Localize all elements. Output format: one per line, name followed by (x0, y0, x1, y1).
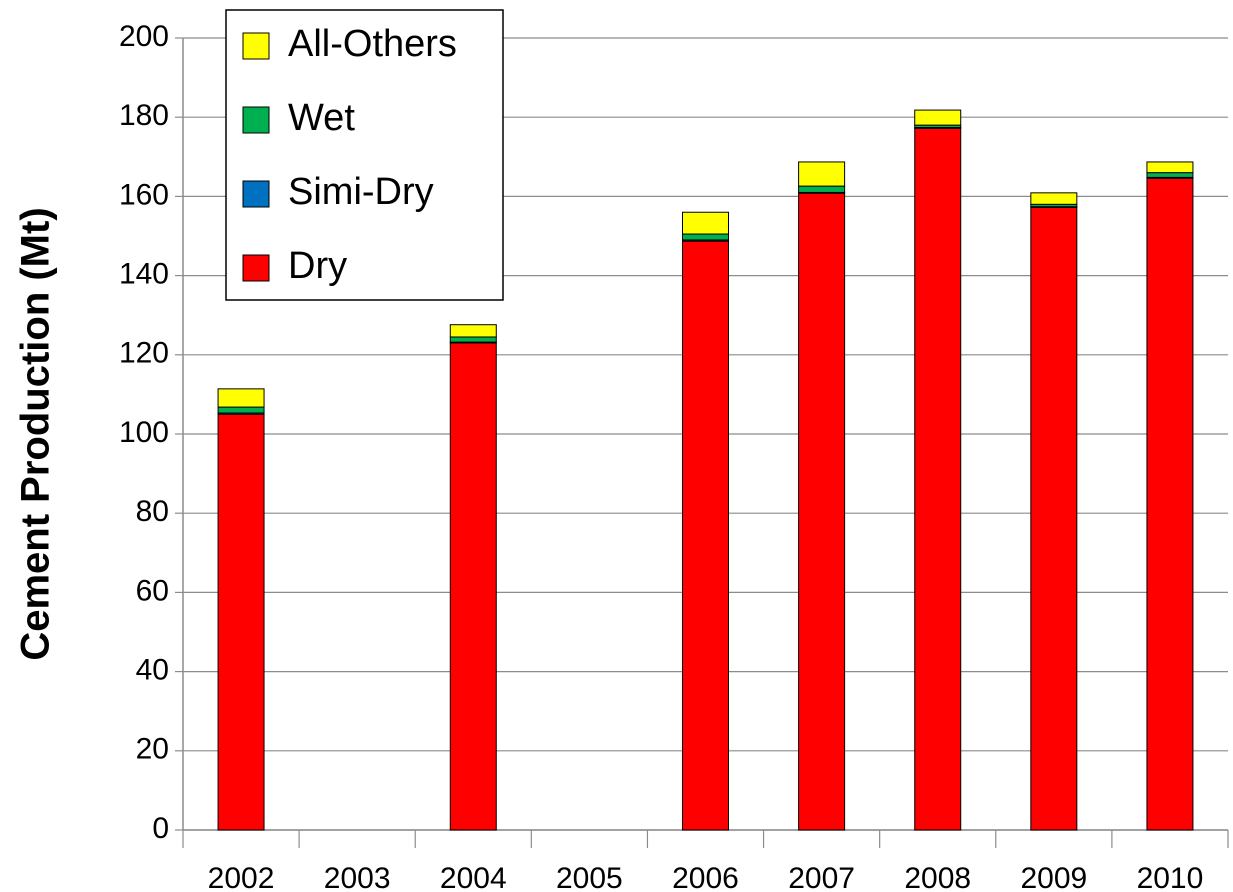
legend-swatch (242, 180, 270, 208)
bar-segment (449, 336, 497, 343)
legend-label: Wet (288, 97, 355, 139)
bar-segment (798, 192, 846, 831)
legend-label: All-Others (288, 23, 457, 65)
y-tick-label: 40 (136, 654, 169, 687)
legend-box (225, 9, 504, 301)
bar-segment (1146, 161, 1194, 174)
legend-label: Dry (288, 245, 347, 287)
x-tick-label: 2006 (672, 862, 739, 892)
legend-swatch (242, 254, 270, 282)
x-tick-label: 2005 (556, 862, 623, 892)
y-tick-label: 60 (136, 574, 169, 607)
x-tick-label: 2002 (208, 862, 275, 892)
bar-segment (682, 233, 729, 241)
legend-label: Simi-Dry (288, 171, 434, 213)
y-tick-label: 200 (119, 20, 169, 53)
y-tick-label: 180 (119, 99, 169, 132)
x-tick-label: 2007 (788, 862, 855, 892)
bar-segment (217, 413, 265, 831)
y-tick-label: 160 (119, 178, 169, 211)
bar-segment (1030, 206, 1078, 831)
y-tick-label: 80 (136, 495, 169, 528)
x-tick-label: 2008 (904, 862, 971, 892)
bar-segment (449, 324, 497, 338)
x-tick-label: 2003 (324, 862, 391, 892)
bar-segment (217, 388, 265, 408)
y-tick-label: 120 (119, 337, 169, 370)
bar-segment (798, 161, 846, 187)
y-tick-label: 100 (119, 416, 169, 449)
x-tick-label: 2009 (1020, 862, 1087, 892)
bar-segment (1146, 172, 1194, 178)
bar-segment (914, 109, 962, 126)
y-tick-label: 0 (152, 812, 169, 845)
legend-swatch (242, 106, 270, 134)
bar-segment (682, 240, 729, 831)
bar-segment (1030, 192, 1078, 205)
y-axis-label: Cement Production (Mt) (14, 207, 58, 660)
x-tick-label: 2004 (440, 862, 507, 892)
legend-swatch (242, 32, 270, 60)
bar-segment (449, 342, 497, 831)
y-tick-label: 20 (136, 733, 169, 766)
y-tick-label: 140 (119, 258, 169, 291)
bar-segment (682, 211, 729, 235)
bar-segment (914, 127, 962, 831)
bar-segment (1146, 177, 1194, 831)
bar-segment (217, 406, 265, 414)
bar-segment (798, 185, 846, 193)
x-tick-label: 2010 (1137, 862, 1204, 892)
